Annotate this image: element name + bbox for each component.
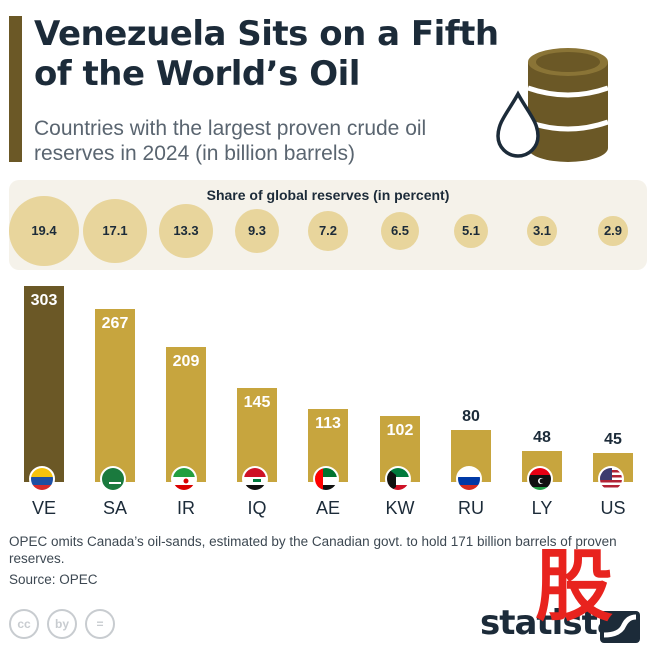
share-bubble-us: 2.9 <box>598 216 628 246</box>
category-label-ae: AE <box>315 498 340 518</box>
source-text: Source: OPEC <box>9 572 98 587</box>
accent-bar <box>9 16 22 162</box>
no-derivatives-icon[interactable]: = <box>85 609 115 639</box>
share-bubble-sa: 17.1 <box>83 199 147 263</box>
flag-kw-icon <box>385 466 411 492</box>
flag-ir-icon <box>171 466 197 492</box>
statista-mark-icon <box>600 611 640 643</box>
share-bubble-ly: 3.1 <box>527 216 557 246</box>
share-title: Share of global reserves (in percent) <box>206 187 450 203</box>
share-bubble-iq: 9.3 <box>234 208 280 254</box>
category-label-iq: IQ <box>247 498 267 518</box>
bar-ve <box>24 286 64 482</box>
bar-value-sa: 267 <box>101 315 129 333</box>
share-bubble-ir: 13.3 <box>158 203 214 259</box>
share-bubble-ae: 7.2 <box>308 211 348 251</box>
flag-ve-icon <box>29 466 55 492</box>
bar-value-iq: 145 <box>243 394 271 412</box>
license-icons: cc by = <box>9 609 115 639</box>
page-subtitle: Countries with the largest proven crude … <box>34 117 427 165</box>
category-label-sa: SA <box>102 498 127 518</box>
bar-sa <box>95 309 135 482</box>
category-label-kw: KW <box>385 498 415 518</box>
category-label-ly: LY <box>531 498 553 518</box>
bar-value-us: 45 <box>604 430 622 448</box>
bar-chart: 303 VE 267 SA 209 IR 145 IQ 113 AE 102 KW 80 RU 48 LY 45… <box>0 270 655 532</box>
oil-barrel-icon <box>496 48 609 162</box>
cc-icon[interactable]: cc <box>9 609 39 639</box>
flag-ly-icon <box>527 466 553 492</box>
share-bubble-ve: 19.4 <box>9 196 79 266</box>
bar-value-kw: 102 <box>386 422 414 440</box>
bar-value-ve: 303 <box>30 292 58 309</box>
bar-value-ly: 48 <box>533 428 551 446</box>
share-panel: Share of global reserves (in percent) 19… <box>9 180 647 270</box>
category-label-ve: VE <box>31 498 56 518</box>
flag-sa-icon <box>100 466 126 492</box>
attribution-icon[interactable]: by <box>47 609 77 639</box>
flag-ru-icon <box>456 466 482 492</box>
page-title: Venezuela Sits on a Fifth of the World’s… <box>34 14 499 94</box>
share-bubble-kw: 6.5 <box>381 212 419 250</box>
flag-us-icon <box>598 466 624 492</box>
bar-value-ae: 113 <box>315 414 341 432</box>
statista-logo[interactable]: statista <box>480 603 620 643</box>
bar-ir <box>166 346 206 482</box>
bar-value-ir: 209 <box>172 352 200 370</box>
share-bubble-ru: 5.1 <box>453 213 489 249</box>
flag-ae-icon <box>313 466 339 492</box>
footnote: OPEC omits Canada’s oil-sands, estimated… <box>9 534 617 566</box>
flag-iq-icon <box>242 466 268 492</box>
category-label-us: US <box>600 498 626 518</box>
watermark-glyph: 股 <box>535 542 614 632</box>
bar-value-ru: 80 <box>462 408 480 426</box>
category-label-ir: IR <box>177 498 195 518</box>
category-label-ru: RU <box>458 498 484 518</box>
